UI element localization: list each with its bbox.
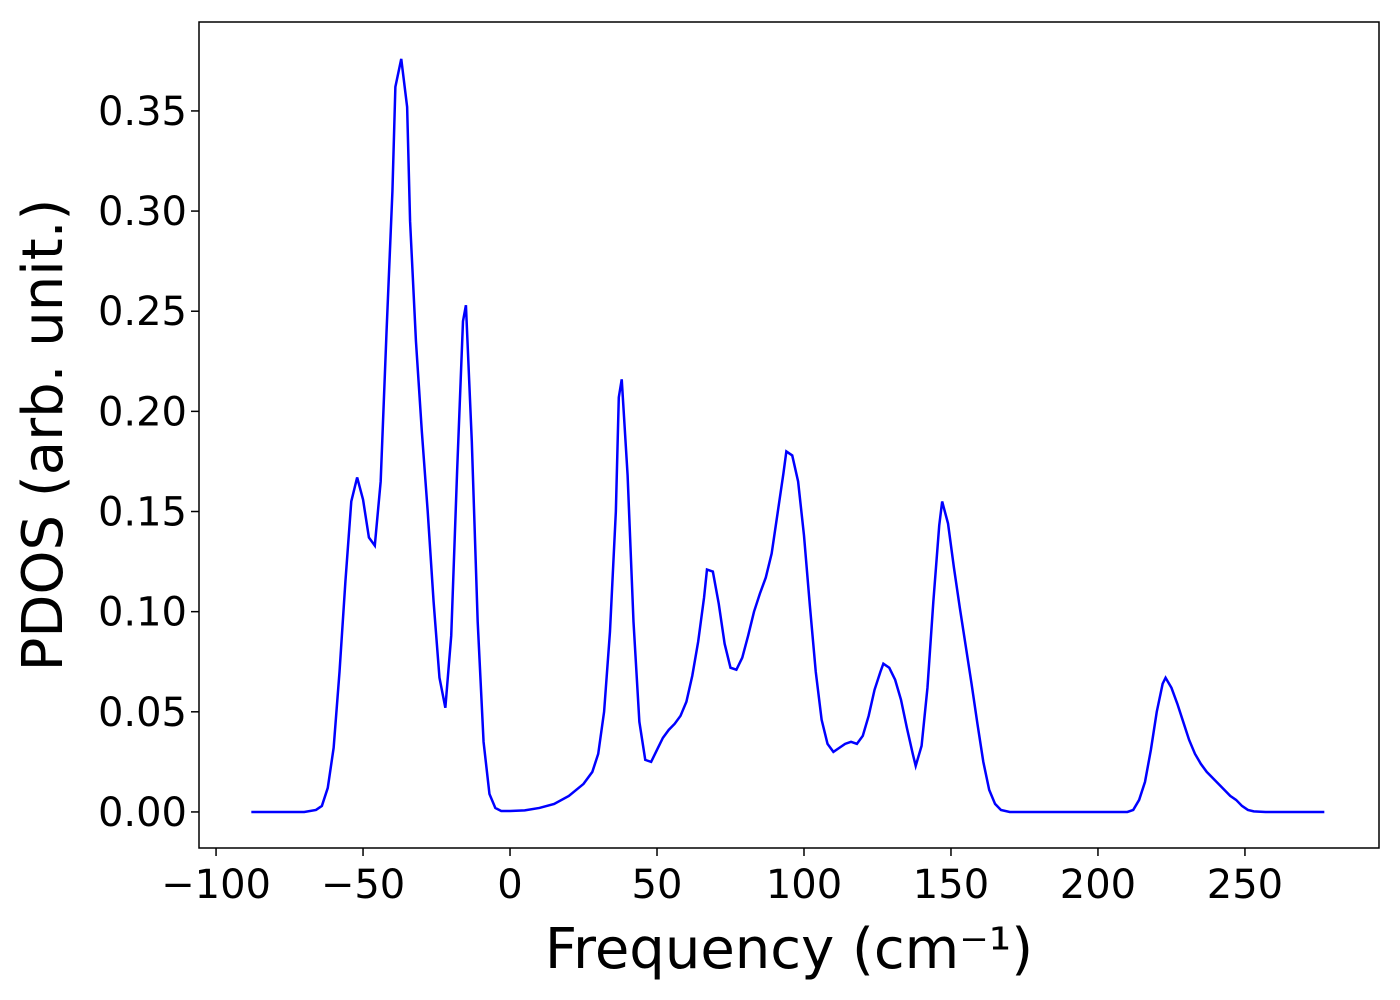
y-axis-label: PDOS (arb. unit.) [11, 199, 76, 672]
x-tick-label: 250 [1207, 862, 1283, 908]
x-tick-label: 50 [632, 862, 683, 908]
y-tick-label: 0.35 [98, 89, 187, 135]
x-tick-label: 0 [497, 862, 522, 908]
x-tick-label: 150 [913, 862, 989, 908]
y-tick-label: 0.10 [98, 590, 187, 636]
plot-frame [198, 21, 1380, 849]
y-tick-label: 0.15 [98, 490, 187, 536]
x-axis-label: Frequency (cm⁻¹) [545, 917, 1033, 982]
line [251, 58, 1325, 814]
y-tick-label: 0.05 [98, 690, 187, 736]
x-tick-label: −100 [161, 862, 271, 908]
y-tick-label: 0.20 [98, 389, 187, 435]
x-tick-label: 100 [766, 862, 842, 908]
x-tick-label: 200 [1060, 862, 1136, 908]
y-tick-label: 0.30 [98, 189, 187, 235]
y-tick-label: 0.25 [98, 289, 187, 335]
y-tick-label: 0.00 [98, 790, 187, 836]
x-tick-label: −50 [321, 862, 405, 908]
